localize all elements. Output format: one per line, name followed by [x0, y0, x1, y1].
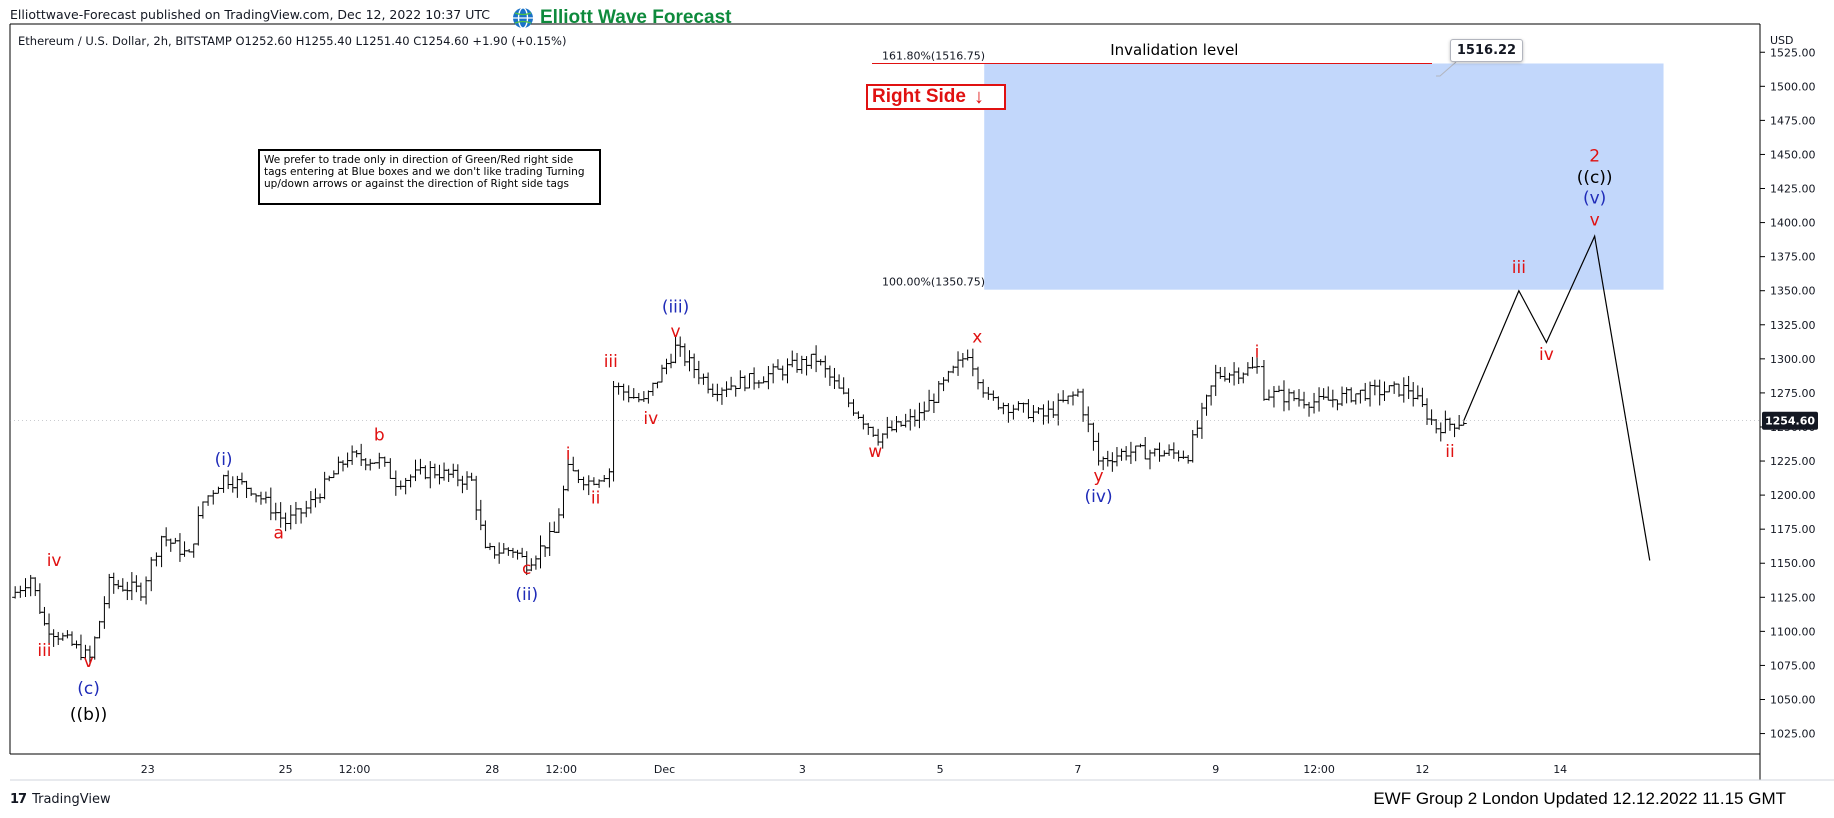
y-tick-label: 1125.00: [1770, 591, 1816, 604]
projection-path: [1463, 234, 1651, 561]
wave-label: (ii): [515, 585, 538, 605]
wave-label: y: [1094, 466, 1104, 486]
wave-label: v: [671, 322, 681, 342]
fib-level-label: 100.00%(1350.75): [882, 276, 985, 289]
y-tick-label: 1350.00: [1770, 285, 1816, 298]
wave-label: i: [566, 445, 571, 465]
y-tick-label: 1225.00: [1770, 455, 1816, 468]
wave-label: v: [84, 652, 94, 672]
y-tick-label: 1200.00: [1770, 489, 1816, 502]
tv-icon: 17: [10, 792, 27, 807]
y-tick-label: 1025.00: [1770, 728, 1816, 741]
wave-label: v: [1590, 210, 1600, 230]
x-tick-label: 12:00: [339, 763, 371, 776]
x-tick-label: 9: [1212, 763, 1219, 776]
wave-label: ii: [1445, 442, 1454, 462]
x-tick-label: 12:00: [1303, 763, 1335, 776]
brand-logo[interactable]: Elliott Wave Forecast: [512, 7, 731, 29]
y-tick-label: 1425.00: [1770, 183, 1816, 196]
wave-label: (v): [1583, 189, 1606, 209]
y-tick-label: 1050.00: [1770, 693, 1816, 706]
wave-label: iv: [47, 551, 62, 571]
globe-icon: [513, 7, 533, 29]
wave-label: (c): [77, 679, 100, 699]
wave-label: iv: [1539, 345, 1554, 365]
x-tick-label: 3: [799, 763, 806, 776]
wave-label: a: [273, 524, 283, 544]
x-tick-label: 14: [1553, 763, 1567, 776]
callout-pointer: [1436, 61, 1457, 77]
right-side-label: Right Side: [872, 86, 966, 107]
last-price-badge: [1762, 411, 1818, 430]
update-footer: EWF Group 2 London Updated 12.12.2022 11…: [1373, 789, 1786, 808]
wave-label: (iii): [662, 298, 689, 318]
fib-level-label: 161.80%(1516.75): [882, 49, 985, 62]
tradingview-label: TradingView: [32, 792, 111, 807]
wave-label: iii: [37, 641, 51, 661]
x-tick-label: 12: [1415, 763, 1429, 776]
y-tick-label: 1075.00: [1770, 659, 1816, 672]
y-tick-label: 1525.00: [1770, 46, 1816, 59]
y-tick-label: 1300.00: [1770, 353, 1816, 366]
x-tick-label: 5: [937, 763, 944, 776]
currency-label: USD: [1770, 34, 1794, 47]
wave-label: x: [972, 327, 982, 347]
y-tick-label: 1275.00: [1770, 387, 1816, 400]
wave-label: iii: [604, 352, 618, 372]
x-tick-label: 12:00: [545, 763, 577, 776]
y-tick-label: 1450.00: [1770, 148, 1816, 161]
wave-label: b: [374, 426, 385, 446]
published-line: Elliottwave-Forecast published on Tradin…: [10, 7, 490, 22]
wave-label: i: [1255, 342, 1260, 362]
right-side-tag: Right Side ↓: [866, 84, 1006, 110]
trading-note-box: We prefer to trade only in direction of …: [258, 149, 601, 205]
y-tick-label: 1150.00: [1770, 557, 1816, 570]
y-tick-label: 1400.00: [1770, 217, 1816, 230]
x-tick-label: 28: [485, 763, 499, 776]
symbol-info: Ethereum / U.S. Dollar, 2h, BITSTAMP O12…: [18, 34, 567, 48]
y-tick-label: 1100.00: [1770, 625, 1816, 638]
brand-name: Elliott Wave Forecast: [540, 7, 732, 28]
wave-label: iii: [1512, 258, 1526, 278]
y-tick-label: 1375.00: [1770, 251, 1816, 264]
x-tick-label: 7: [1074, 763, 1081, 776]
y-tick-label: 1325.00: [1770, 319, 1816, 332]
x-tick-label: Dec: [654, 763, 675, 776]
wave-label: w: [868, 442, 882, 462]
wave-label: ((b)): [70, 705, 107, 725]
wave-label: iv: [643, 409, 658, 429]
wave-label: ii: [591, 488, 600, 508]
tradingview-logo[interactable]: 17 TradingView: [10, 792, 111, 807]
y-tick-label: 1500.00: [1770, 80, 1816, 93]
x-tick-label: 23: [141, 763, 155, 776]
x-tick-label: 25: [279, 763, 293, 776]
invalidation-label: Invalidation level: [1110, 41, 1238, 59]
blue-box-zone: [984, 63, 1664, 290]
down-arrow-icon: ↓: [973, 86, 984, 108]
wave-label: (i): [215, 450, 233, 470]
wave-label: c: [522, 559, 531, 579]
wave-label: 2: [1589, 146, 1600, 166]
y-tick-label: 1475.00: [1770, 114, 1816, 127]
y-tick-label: 1175.00: [1770, 523, 1816, 536]
price-callout: 1516.22: [1450, 39, 1523, 62]
wave-label: (iv): [1085, 487, 1113, 507]
last-price-label: 1254.60: [1765, 415, 1815, 428]
wave-label: ((c)): [1577, 168, 1613, 188]
